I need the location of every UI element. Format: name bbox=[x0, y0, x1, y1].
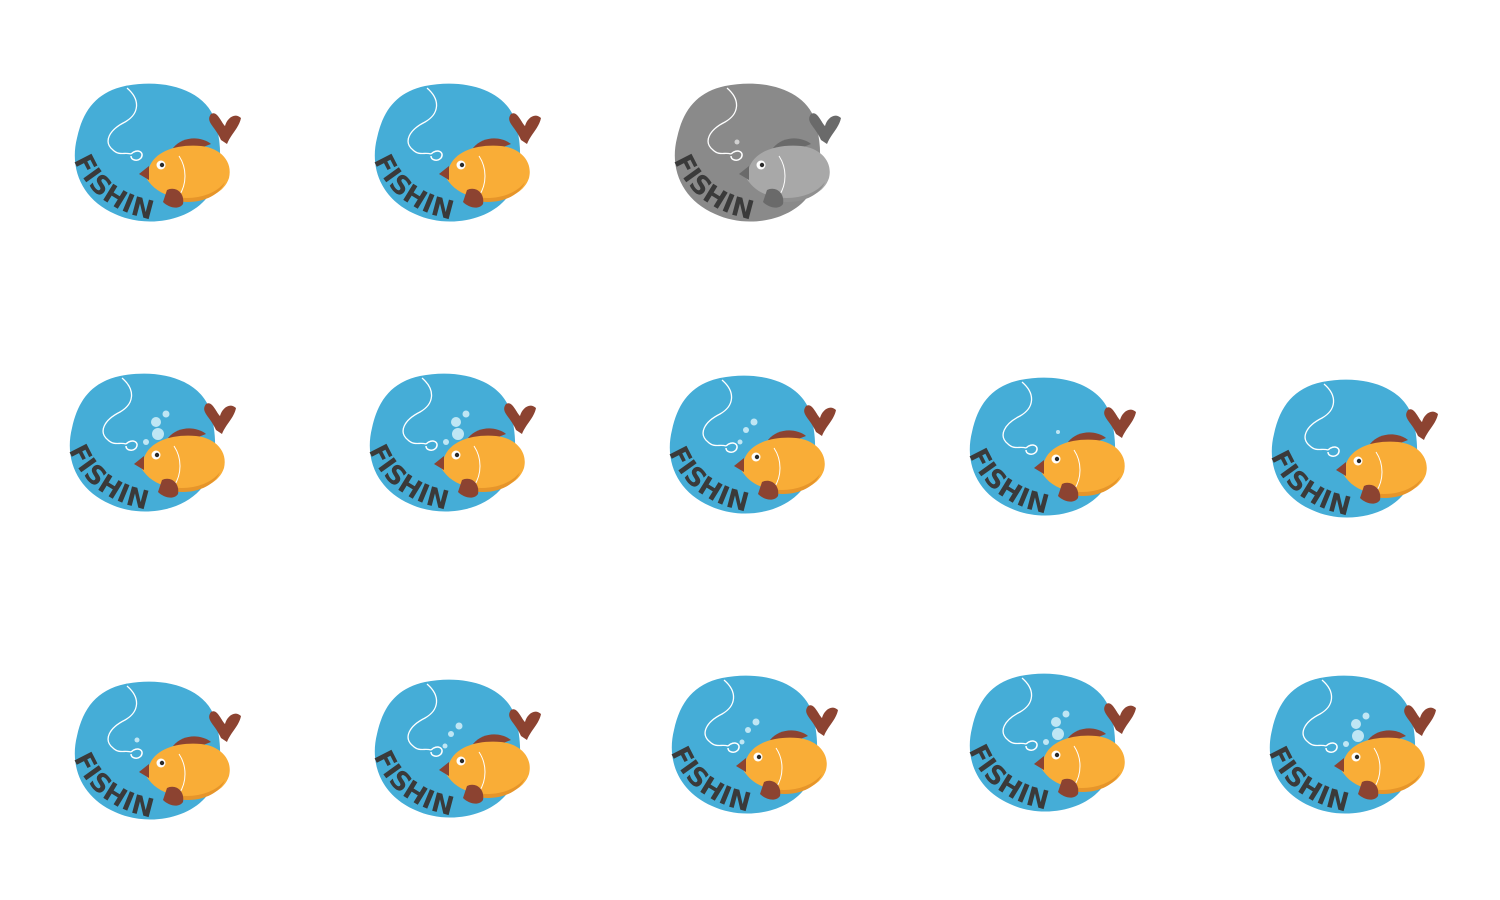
bubble-icon bbox=[442, 743, 448, 749]
fishing-line bbox=[102, 377, 133, 445]
bubble-icon bbox=[1362, 712, 1370, 720]
fish-icon bbox=[439, 113, 541, 208]
fishing-line bbox=[1302, 679, 1333, 747]
hook-icon bbox=[727, 742, 740, 753]
bubble-icon bbox=[1343, 741, 1349, 747]
hook-icon bbox=[130, 150, 143, 161]
fish-icon bbox=[1034, 407, 1136, 502]
hook-icon bbox=[425, 440, 438, 451]
hook-icon bbox=[1327, 446, 1340, 457]
bubble-icon bbox=[443, 439, 449, 445]
fishing-badge-icon: FISHING bbox=[1241, 343, 1438, 523]
fishing-badge-icon: FISHING bbox=[344, 47, 541, 227]
fishing-badge-icon: FISHING bbox=[641, 639, 838, 819]
bubble-icon bbox=[134, 737, 140, 743]
hook-icon bbox=[725, 442, 738, 453]
bubble-icon bbox=[745, 727, 751, 733]
fishing-badge-icon: FISHING bbox=[39, 337, 236, 517]
fish-icon bbox=[134, 403, 236, 498]
bubble-icon bbox=[750, 418, 758, 426]
fishing-line bbox=[702, 379, 733, 447]
hook-icon bbox=[430, 150, 443, 161]
hook-icon bbox=[430, 746, 443, 757]
bubble-icon bbox=[143, 439, 149, 445]
bubble-icon bbox=[152, 428, 164, 440]
fishing-badge-icon: FISHING bbox=[339, 337, 536, 517]
fish-icon bbox=[139, 113, 241, 208]
fishing-badge-icon: FISHING bbox=[44, 645, 241, 825]
bubble-icon bbox=[452, 428, 464, 440]
fishing-badge-icon: FISHING bbox=[1239, 639, 1436, 819]
hook-icon bbox=[1325, 742, 1338, 753]
hook-icon bbox=[1025, 444, 1038, 455]
fishing-badge-icon: FISHING bbox=[939, 341, 1136, 521]
fish-icon bbox=[734, 405, 836, 500]
bubble-icon bbox=[1043, 739, 1049, 745]
bubble-icon bbox=[737, 439, 743, 445]
hook-icon bbox=[130, 748, 143, 759]
fishing-line bbox=[407, 683, 438, 751]
fishing-badge-icon: FISHING bbox=[344, 643, 541, 823]
bubble-icon bbox=[1052, 728, 1064, 740]
fishing-line bbox=[707, 87, 738, 155]
fish-icon bbox=[1334, 705, 1436, 800]
bubble-icon bbox=[462, 410, 470, 418]
bubble-icon bbox=[162, 410, 170, 418]
bubble-icon bbox=[455, 722, 463, 730]
bubble-icon bbox=[1056, 430, 1060, 434]
hook-icon bbox=[125, 440, 138, 451]
fishing-badge-icon: FISHING bbox=[639, 339, 836, 519]
hook-icon bbox=[730, 150, 743, 161]
fishing-badge-icon: FISHING bbox=[44, 47, 241, 227]
bubble-icon bbox=[1062, 710, 1070, 718]
bubble-icon bbox=[151, 417, 161, 427]
bubble-icon bbox=[448, 731, 454, 737]
fish-icon bbox=[439, 709, 541, 804]
bubble-icon bbox=[743, 427, 749, 433]
bubble-icon bbox=[739, 739, 745, 745]
fishing-line bbox=[407, 87, 438, 155]
fish-icon bbox=[739, 113, 841, 208]
bubble-icon bbox=[734, 139, 740, 145]
fishing-line bbox=[1002, 677, 1033, 745]
fish-icon bbox=[1034, 703, 1136, 798]
fishing-line bbox=[107, 87, 138, 155]
fishing-line bbox=[1002, 381, 1033, 449]
fishing-line bbox=[402, 377, 433, 445]
fishing-line bbox=[1304, 383, 1335, 451]
fishing-line bbox=[107, 685, 138, 753]
fishing-line bbox=[704, 679, 735, 747]
bubble-icon bbox=[451, 417, 461, 427]
fishing-badge-icon: FISHING bbox=[939, 637, 1136, 817]
fishing-badge-icon: FISHING bbox=[644, 47, 841, 227]
fish-icon bbox=[1336, 409, 1438, 504]
bubble-icon bbox=[752, 718, 760, 726]
hook-icon bbox=[1025, 740, 1038, 751]
bubble-icon bbox=[1352, 730, 1364, 742]
fish-icon bbox=[139, 711, 241, 806]
fish-icon bbox=[736, 705, 838, 800]
fish-icon bbox=[434, 403, 536, 498]
bubble-icon bbox=[1051, 717, 1061, 727]
bubble-icon bbox=[1351, 719, 1361, 729]
